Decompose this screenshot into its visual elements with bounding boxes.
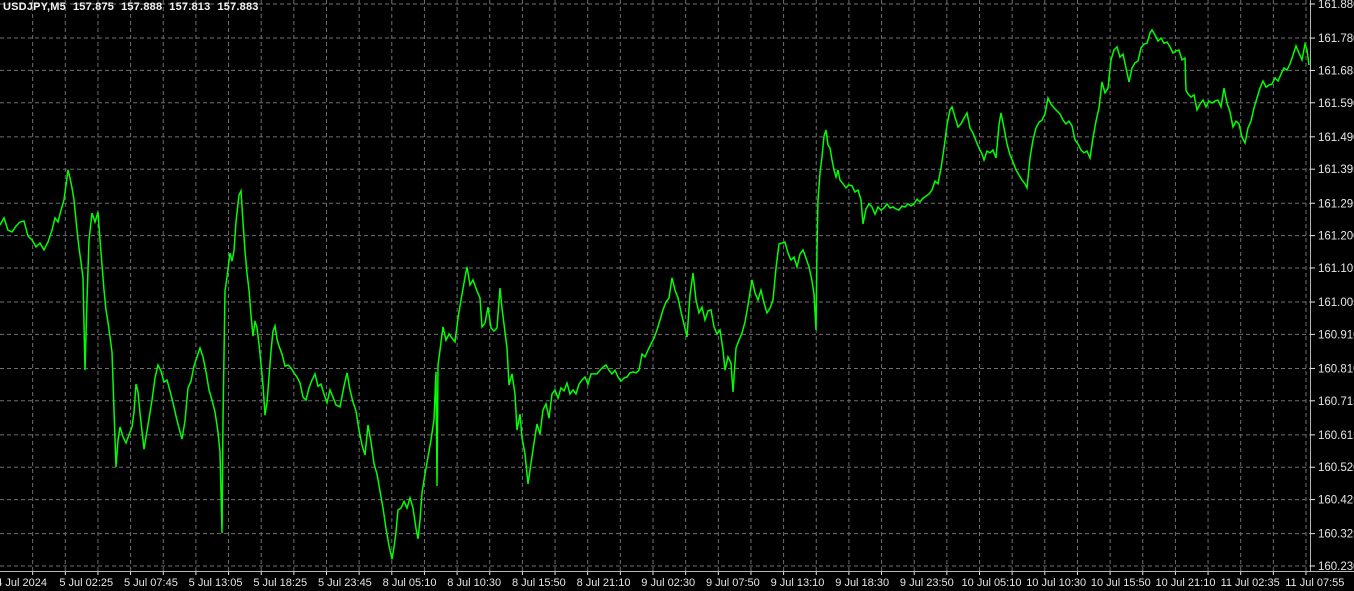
price-axis-label: 160.325 <box>1318 529 1354 541</box>
time-axis-label: 10 Jul 15:50 <box>1091 577 1151 589</box>
time-axis-label: 10 Jul 21:10 <box>1156 577 1216 589</box>
price-axis-label: 160.910 <box>1318 329 1354 341</box>
low-value: 157.813 <box>169 1 211 13</box>
time-axis[interactable]: 4 Jul 2024 5 Jul 02:25 5 Jul 07:45 5 Jul 13… <box>0 572 1344 589</box>
time-axis-label: 11 Jul 07:55 <box>1285 577 1344 589</box>
time-axis-label: 8 Jul 21:10 <box>577 577 631 589</box>
chart-header: USDJPY,M5 157.875 157.888 157.813 157.883 <box>3 1 266 13</box>
price-axis-label: 161.395 <box>1318 164 1354 176</box>
time-axis-label: 9 Jul 13:10 <box>771 577 825 589</box>
time-axis-label: 9 Jul 02:30 <box>641 577 695 589</box>
time-axis-label: 9 Jul 23:50 <box>900 577 954 589</box>
price-axis-label: 160.230 <box>1318 561 1354 573</box>
price-axis-label: 160.715 <box>1318 396 1354 408</box>
price-axis-label: 161.005 <box>1318 297 1354 309</box>
time-axis-label: 8 Jul 10:30 <box>447 577 501 589</box>
time-axis-label: 5 Jul 13:05 <box>189 577 243 589</box>
time-axis-label: 9 Jul 18:30 <box>835 577 889 589</box>
time-axis-label: 10 Jul 05:10 <box>962 577 1022 589</box>
open-value: 157.875 <box>72 1 115 13</box>
price-axis-label: 161.590 <box>1318 98 1354 110</box>
price-axis-label: 161.295 <box>1318 198 1354 210</box>
price-axis-label: 160.425 <box>1318 495 1354 507</box>
time-axis-label: 5 Jul 02:25 <box>59 577 113 589</box>
time-axis-label: 5 Jul 18:25 <box>253 577 307 589</box>
time-axis-label: 5 Jul 07:45 <box>124 577 178 589</box>
high-value: 157.888 <box>121 1 163 13</box>
time-axis-label: 8 Jul 15:50 <box>512 577 566 589</box>
time-axis-label: 8 Jul 05:10 <box>383 577 437 589</box>
time-axis-label: 10 Jul 10:30 <box>1026 577 1086 589</box>
price-axis[interactable]: 161.880 161.780 161.685 161.590 161.490 161.3… <box>1310 0 1354 573</box>
time-axis-label: 11 Jul 02:35 <box>1221 577 1280 589</box>
time-axis-label: 9 Jul 07:50 <box>706 577 760 589</box>
price-axis-label: 160.520 <box>1318 462 1354 474</box>
price-series-line <box>0 28 1310 560</box>
price-axis-label: 160.810 <box>1318 363 1354 375</box>
price-axis-label: 160.615 <box>1318 430 1354 442</box>
price-axis-label: 161.200 <box>1318 231 1354 243</box>
time-axis-label: 5 Jul 23:45 <box>318 577 372 589</box>
price-axis-label: 161.685 <box>1318 65 1354 77</box>
time-axis-label: 4 Jul 2024 <box>0 577 47 589</box>
price-axis-label: 161.490 <box>1318 132 1354 144</box>
price-axis-label: 161.105 <box>1318 263 1354 275</box>
symbol-timeframe-label: USDJPY,M5 <box>3 1 66 13</box>
price-axis-label: 161.780 <box>1318 33 1354 45</box>
price-axis-label: 161.880 <box>1318 0 1354 11</box>
close-value: 157.883 <box>217 1 259 13</box>
